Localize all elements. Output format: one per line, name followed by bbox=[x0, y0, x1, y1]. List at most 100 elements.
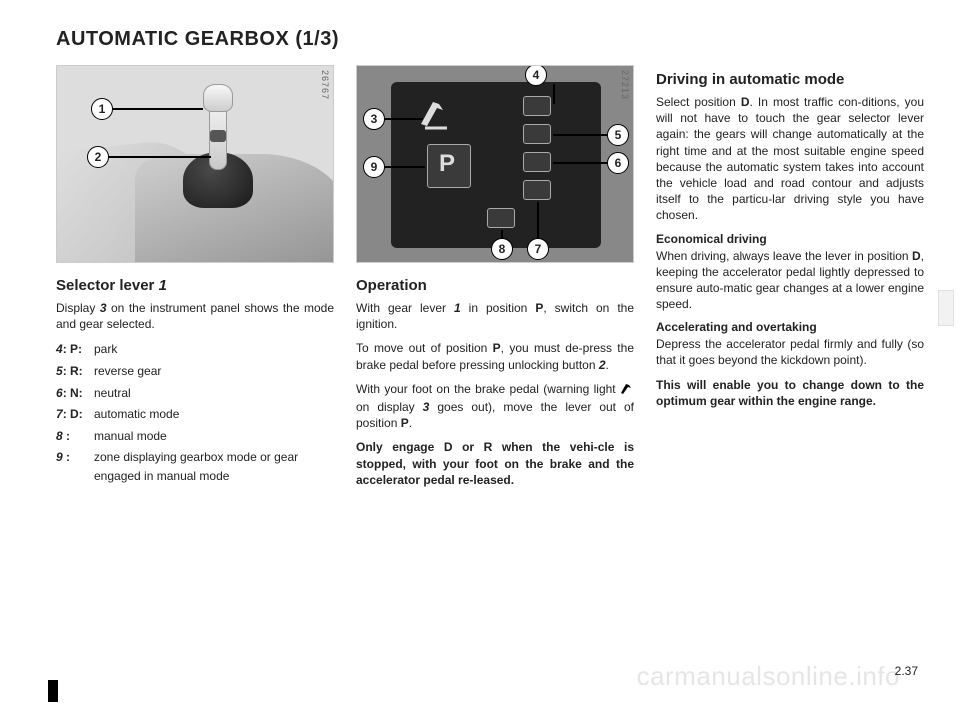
leader-line bbox=[111, 108, 203, 110]
callout-3: 3 bbox=[363, 108, 385, 130]
watermark: carmanualsonline.info bbox=[637, 661, 900, 692]
box-d bbox=[523, 180, 551, 200]
col-3: Driving in automatic mode Select positio… bbox=[656, 65, 924, 496]
k2: : D: bbox=[63, 407, 83, 421]
list-item: 9 : zone displaying gearbox mode or gear… bbox=[56, 448, 334, 485]
t: With your foot on the brake pedal (warni… bbox=[356, 382, 620, 396]
selector-lever-heading: Selector lever 1 bbox=[56, 277, 334, 294]
callout-2: 2 bbox=[87, 146, 109, 168]
leader-line bbox=[553, 84, 555, 104]
figure-selector-lever: 26767 1 2 bbox=[56, 65, 334, 263]
t: . bbox=[606, 358, 609, 372]
callout-8: 8 bbox=[491, 238, 513, 260]
figure-display: 27213 P 3 4 5 bbox=[356, 65, 634, 263]
page-number: 2.37 bbox=[895, 664, 918, 678]
leader-line bbox=[553, 162, 609, 164]
t: . In most traffic con-ditions, you will … bbox=[656, 95, 924, 222]
heading-text: Selector lever bbox=[56, 277, 159, 294]
brake-warning-icon bbox=[620, 383, 634, 399]
v: neutral bbox=[94, 384, 131, 403]
accelerating-subheading: Accelerating and overtaking bbox=[656, 320, 924, 334]
box-r bbox=[523, 124, 551, 144]
mode-list: 4: P: park 5: R: reverse gear 6: N: neut… bbox=[56, 340, 334, 485]
economical-p: When driving, always leave the lever in … bbox=[656, 248, 924, 313]
leader-line bbox=[553, 134, 609, 136]
t: When driving, always leave the lever in … bbox=[656, 249, 912, 263]
columns: 26767 1 2 Selector lever 1 Display 3 on … bbox=[56, 65, 924, 496]
list-item: 6: N: neutral bbox=[56, 384, 334, 403]
k1: 9 bbox=[56, 450, 63, 464]
t: Select position bbox=[656, 95, 741, 109]
callout-9: 9 bbox=[363, 156, 385, 178]
k1: 8 bbox=[56, 429, 63, 443]
leader-line bbox=[383, 118, 423, 120]
heading-ref: 1 bbox=[159, 277, 167, 294]
t: D bbox=[912, 249, 921, 263]
k1: 7 bbox=[56, 407, 63, 421]
t: D bbox=[741, 95, 750, 109]
operation-p1: With gear lever 1 in position P, switch … bbox=[356, 300, 634, 332]
operation-p2: To move out of position P, you must de-p… bbox=[356, 340, 634, 372]
callout-5: 5 bbox=[607, 124, 629, 146]
k1: 4 bbox=[56, 342, 63, 356]
t: . bbox=[409, 416, 412, 430]
v: manual mode bbox=[94, 427, 167, 446]
manual-page: AUTOMATIC GEARBOX (1/3) 26767 1 2 Select… bbox=[0, 0, 960, 710]
callout-6: 6 bbox=[607, 152, 629, 174]
leader-line bbox=[383, 166, 425, 168]
callout-1: 1 bbox=[91, 98, 113, 120]
k2: : N: bbox=[63, 386, 83, 400]
economical-subheading: Economical driving bbox=[656, 232, 924, 246]
t: P bbox=[493, 341, 501, 355]
t: To move out of position bbox=[356, 341, 493, 355]
operation-heading: Operation bbox=[356, 277, 634, 294]
figure-ref: 27213 bbox=[620, 70, 630, 100]
v: zone displaying gearbox mode or gear eng… bbox=[94, 448, 334, 485]
gear-knob bbox=[203, 84, 233, 112]
operation-p3: With your foot on the brake pedal (warni… bbox=[356, 381, 634, 432]
k1: 5 bbox=[56, 364, 63, 378]
k1: 6 bbox=[56, 386, 63, 400]
t: 2 bbox=[599, 358, 606, 372]
accelerating-p: Depress the accelerator pedal firmly and… bbox=[656, 336, 924, 368]
footer-mark bbox=[48, 680, 58, 702]
unlock-button-shape bbox=[210, 130, 226, 142]
selector-intro: Display 3 on the instrument panel shows … bbox=[56, 300, 334, 332]
operation-warning: Only engage D or R when the vehi-cle is … bbox=[356, 439, 634, 488]
v: park bbox=[94, 340, 117, 359]
callout-4: 4 bbox=[525, 65, 547, 86]
list-item: 5: R: reverse gear bbox=[56, 362, 334, 381]
t: P bbox=[401, 416, 409, 430]
edge-tab bbox=[938, 290, 954, 326]
k2: : R: bbox=[63, 364, 83, 378]
list-item: 4: P: park bbox=[56, 340, 334, 359]
p-glyph: P bbox=[439, 150, 455, 178]
list-item: 7: D: automatic mode bbox=[56, 405, 334, 424]
t: in position bbox=[461, 301, 536, 315]
box-p bbox=[523, 96, 551, 116]
t: With gear lever bbox=[356, 301, 454, 315]
callout-7: 7 bbox=[527, 238, 549, 260]
v: automatic mode bbox=[94, 405, 179, 424]
box-n bbox=[523, 152, 551, 172]
col-2: 27213 P 3 4 5 bbox=[356, 65, 634, 496]
v: reverse gear bbox=[94, 362, 161, 381]
t: on display bbox=[356, 400, 423, 414]
figure-ref: 26767 bbox=[320, 70, 330, 100]
t: 1 bbox=[454, 301, 461, 315]
driving-p1: Select position D. In most traffic con-d… bbox=[656, 94, 924, 224]
accelerating-result: This will enable you to change down to t… bbox=[656, 377, 924, 409]
ref-3: 3 bbox=[100, 301, 107, 315]
box-m bbox=[487, 208, 515, 228]
list-item: 8 : manual mode bbox=[56, 427, 334, 446]
col-1: 26767 1 2 Selector lever 1 Display 3 on … bbox=[56, 65, 334, 496]
leader-line bbox=[107, 156, 211, 158]
k2: : bbox=[63, 429, 70, 443]
t: Display bbox=[56, 301, 100, 315]
brake-foot-icon bbox=[415, 94, 455, 134]
page-title: AUTOMATIC GEARBOX (1/3) bbox=[56, 28, 924, 51]
leader-line bbox=[537, 202, 539, 242]
driving-heading: Driving in automatic mode bbox=[656, 71, 924, 88]
k2: : P: bbox=[63, 342, 82, 356]
k2: : bbox=[63, 450, 70, 464]
